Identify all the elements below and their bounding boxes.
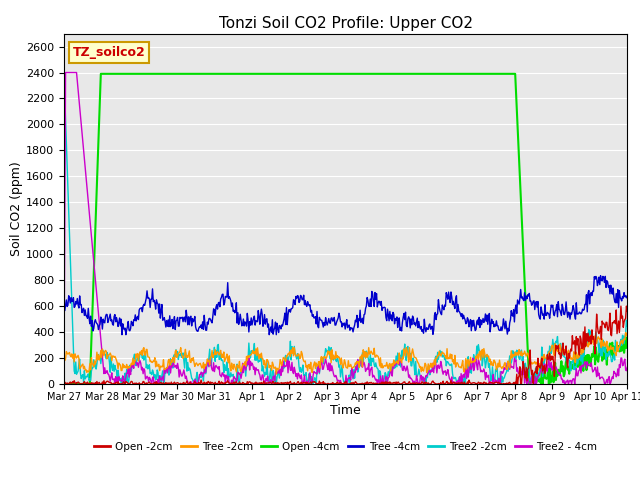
- Text: TZ_soilco2: TZ_soilco2: [72, 46, 145, 59]
- Title: Tonzi Soil CO2 Profile: Upper CO2: Tonzi Soil CO2 Profile: Upper CO2: [219, 16, 472, 31]
- Y-axis label: Soil CO2 (ppm): Soil CO2 (ppm): [10, 161, 23, 256]
- Legend: Open -2cm, Tree -2cm, Open -4cm, Tree -4cm, Tree2 -2cm, Tree2 - 4cm: Open -2cm, Tree -2cm, Open -4cm, Tree -4…: [90, 438, 601, 456]
- X-axis label: Time: Time: [330, 405, 361, 418]
